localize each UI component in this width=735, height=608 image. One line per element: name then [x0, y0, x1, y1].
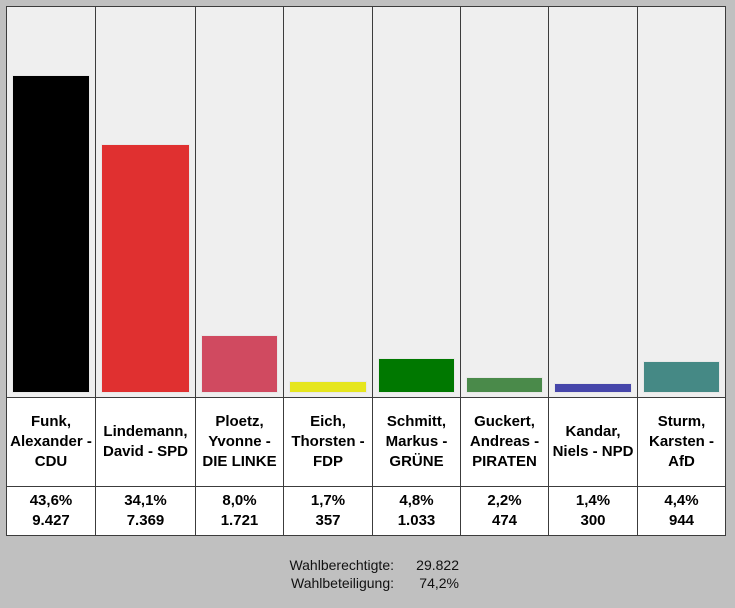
bar: [12, 75, 90, 393]
candidate-result-cell: 2,2% 474: [461, 487, 548, 535]
candidate-name: Schmitt, Markus - GRÜNE: [385, 413, 448, 470]
candidate-name-cell: Lindemann, David - SPD: [96, 397, 195, 487]
votes-label: 7.369: [126, 512, 165, 529]
bar-area: [7, 7, 95, 397]
candidate-name-cell: Guckert, Andreas - PIRATEN: [461, 397, 548, 487]
eligible-label: Wahlberechtigte:: [289, 557, 394, 573]
bar: [201, 335, 278, 393]
percent-label: 1,7%: [310, 492, 346, 509]
votes-label: 1.033: [397, 512, 436, 529]
candidate-result-cell: 4,4% 944: [638, 487, 725, 535]
candidate-column: Lindemann, David - SPD 34,1% 7.369: [96, 7, 196, 535]
bar-area: [373, 7, 460, 397]
candidate-column: Kandar, Niels - NPD 1,4% 300: [549, 7, 638, 535]
bar-area: [96, 7, 195, 397]
candidate-name: Eich, Thorsten - FDP: [291, 413, 365, 470]
turnout-label: Wahlbeteiligung:: [291, 575, 394, 591]
candidate-name-cell: Schmitt, Markus - GRÜNE: [373, 397, 460, 487]
eligible-value: 29.822: [416, 557, 459, 573]
votes-label: 357: [315, 512, 341, 529]
candidate-name: Kandar, Niels - NPD: [552, 423, 634, 460]
candidate-column: Sturm, Karsten - AfD 4,4% 944: [638, 7, 725, 535]
bar: [378, 358, 455, 393]
percent-label: 8,0%: [222, 492, 257, 509]
candidate-name-cell: Eich, Thorsten - FDP: [284, 397, 372, 487]
candidate-result-cell: 4,8% 1.033: [373, 487, 460, 535]
bar: [101, 144, 190, 393]
votes-label: 300: [580, 512, 606, 529]
candidate-result-cell: 43,6% 9.427: [7, 487, 95, 535]
percent-label: 4,4%: [664, 492, 699, 509]
votes-label: 1.721: [220, 512, 259, 529]
percent-label: 43,6%: [29, 492, 73, 509]
votes-label: 474: [491, 512, 518, 529]
candidate-name: Sturm, Karsten - AfD: [648, 413, 715, 470]
candidate-name: Funk, Alexander - CDU: [10, 413, 92, 470]
candidate-column: Guckert, Andreas - PIRATEN 2,2% 474: [461, 7, 549, 535]
election-results-chart: Funk, Alexander - CDU 43,6% 9.427 Lindemann…: [6, 6, 726, 536]
bar: [289, 381, 367, 393]
candidate-name: Lindemann, David - SPD: [102, 423, 189, 460]
candidate-result-cell: 8,0% 1.721: [196, 487, 283, 535]
candidate-name-cell: Funk, Alexander - CDU: [7, 397, 95, 487]
bar-area: [196, 7, 283, 397]
bar-area: [638, 7, 725, 397]
votes-label: 9.427: [32, 512, 70, 529]
bar: [643, 361, 720, 393]
percent-label: 34,1%: [124, 492, 167, 509]
candidate-name: Guckert, Andreas - PIRATEN: [469, 413, 540, 470]
candidate-column: Eich, Thorsten - FDP 1,7% 357: [284, 7, 373, 535]
candidate-column: Funk, Alexander - CDU 43,6% 9.427: [7, 7, 96, 535]
candidate-column: Schmitt, Markus - GRÜNE 4,8% 1.033: [373, 7, 461, 535]
bar: [554, 383, 632, 393]
candidate-result-cell: 1,7% 357: [284, 487, 372, 535]
candidate-name-cell: Sturm, Karsten - AfD: [638, 397, 725, 487]
candidate-result-cell: 1,4% 300: [549, 487, 637, 535]
percent-label: 4,8%: [399, 492, 434, 509]
candidate-name-cell: Kandar, Niels - NPD: [549, 397, 637, 487]
bar-area: [461, 7, 548, 397]
eligible-row: Wahlberechtigte: 29.822: [0, 555, 735, 575]
candidate-name: Ploetz, Yvonne - DIE LINKE: [202, 413, 277, 470]
candidate-column: Ploetz, Yvonne - DIE LINKE 8,0% 1.721: [196, 7, 284, 535]
bar-area: [549, 7, 637, 397]
bar: [466, 377, 543, 393]
candidate-name-cell: Ploetz, Yvonne - DIE LINKE: [196, 397, 283, 487]
bar-area: [284, 7, 372, 397]
percent-label: 1,4%: [575, 492, 611, 509]
votes-label: 944: [668, 512, 695, 529]
turnout-row: Wahlbeteiligung: 74,2%: [0, 573, 735, 593]
percent-label: 2,2%: [487, 492, 522, 509]
candidate-result-cell: 34,1% 7.369: [96, 487, 195, 535]
turnout-value: 74,2%: [419, 575, 459, 591]
